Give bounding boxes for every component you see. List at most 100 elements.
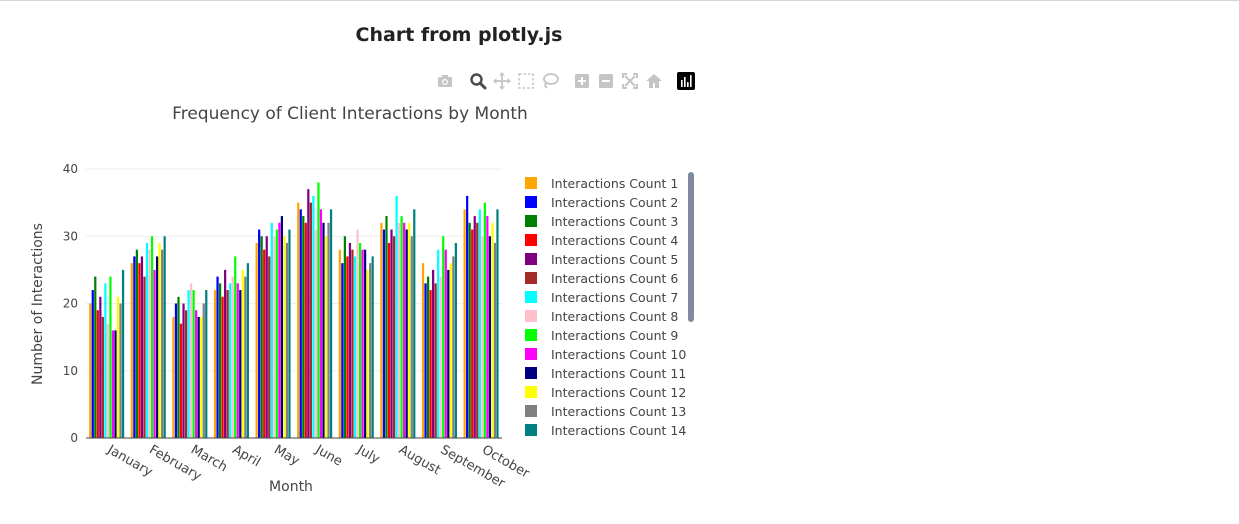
bar[interactable] xyxy=(488,236,492,438)
bar[interactable] xyxy=(140,256,144,438)
bar[interactable] xyxy=(121,269,125,439)
bar[interactable] xyxy=(101,316,104,438)
bar[interactable] xyxy=(405,229,408,438)
bar[interactable] xyxy=(260,236,263,438)
bar[interactable] xyxy=(481,236,484,438)
bar[interactable] xyxy=(449,263,452,438)
bar[interactable] xyxy=(471,229,474,438)
bar[interactable] xyxy=(184,310,188,438)
bar[interactable] xyxy=(244,276,247,438)
bar[interactable] xyxy=(200,316,203,438)
bar[interactable] xyxy=(380,222,383,438)
bar[interactable] xyxy=(408,222,411,438)
bar[interactable] xyxy=(104,283,107,438)
bar[interactable] xyxy=(148,249,151,438)
legend-item[interactable]: Interactions Count 3 xyxy=(525,214,678,229)
legend-item[interactable]: Interactions Count 13 xyxy=(525,404,686,419)
bar[interactable] xyxy=(297,202,300,439)
bar[interactable] xyxy=(172,316,175,438)
bar[interactable] xyxy=(307,189,310,438)
bar[interactable] xyxy=(221,296,224,438)
bar[interactable] xyxy=(202,303,205,439)
magnifier-icon[interactable] xyxy=(469,72,487,90)
lasso-icon[interactable] xyxy=(541,72,559,90)
bar[interactable] xyxy=(106,323,110,438)
bar[interactable] xyxy=(89,303,92,439)
bar[interactable] xyxy=(483,202,486,439)
bar[interactable] xyxy=(463,209,466,438)
bar[interactable] xyxy=(255,242,258,438)
bar[interactable] xyxy=(213,290,217,438)
bar[interactable] xyxy=(155,256,159,438)
legend-item[interactable]: Interactions Count 5 xyxy=(525,252,678,267)
bar[interactable] xyxy=(91,290,94,438)
bar[interactable] xyxy=(442,236,445,438)
bar[interactable] xyxy=(280,216,284,438)
bar[interactable] xyxy=(241,269,244,439)
bar[interactable] xyxy=(392,236,396,438)
legend-item[interactable]: Interactions Count 9 xyxy=(525,328,678,343)
bar[interactable] xyxy=(432,269,435,439)
bar[interactable] xyxy=(309,202,312,439)
bar[interactable] xyxy=(493,242,497,438)
box-select-icon[interactable] xyxy=(517,72,535,90)
bar[interactable] xyxy=(231,276,234,438)
bar[interactable] xyxy=(338,249,341,438)
bar[interactable] xyxy=(429,290,432,438)
bar[interactable] xyxy=(192,290,195,438)
bar[interactable] xyxy=(143,276,146,438)
bar[interactable] xyxy=(324,236,328,438)
legend-item[interactable]: Interactions Count 4 xyxy=(525,233,678,248)
bar[interactable] xyxy=(174,303,178,439)
bar[interactable] xyxy=(116,296,120,438)
pan-arrows-icon[interactable] xyxy=(493,72,511,90)
bar[interactable] xyxy=(363,249,367,438)
bar[interactable] xyxy=(195,310,198,438)
bar[interactable] xyxy=(403,222,406,438)
bar[interactable] xyxy=(444,249,447,438)
bar[interactable] xyxy=(224,269,227,439)
bar[interactable] xyxy=(119,303,122,439)
bar[interactable] xyxy=(358,242,362,438)
legend-item[interactable]: Interactions Count 6 xyxy=(525,271,678,286)
bar[interactable] xyxy=(468,222,471,438)
autoscale-icon[interactable] xyxy=(621,72,639,90)
bar[interactable] xyxy=(413,209,416,438)
bar[interactable] xyxy=(348,242,352,438)
bar[interactable] xyxy=(369,263,372,438)
plotly-logo-icon[interactable] xyxy=(677,72,695,90)
bar[interactable] xyxy=(133,256,136,438)
legend-item[interactable]: Interactions Count 1 xyxy=(525,176,678,191)
bar[interactable] xyxy=(447,269,450,439)
bar[interactable] xyxy=(312,195,315,438)
bar[interactable] xyxy=(94,276,97,438)
bar[interactable] xyxy=(205,290,208,438)
bar[interactable] xyxy=(161,249,164,438)
bar[interactable] xyxy=(454,242,457,438)
bar[interactable] xyxy=(114,330,117,438)
bar[interactable] xyxy=(278,222,281,438)
bar[interactable] xyxy=(400,216,403,438)
bar[interactable] xyxy=(163,236,166,438)
bar[interactable] xyxy=(385,216,388,438)
bar[interactable] xyxy=(361,249,364,438)
bar[interactable] xyxy=(346,256,349,438)
bar[interactable] xyxy=(96,310,99,438)
bar[interactable] xyxy=(246,263,249,438)
bar[interactable] xyxy=(395,195,398,438)
legend-item[interactable]: Interactions Count 7 xyxy=(525,290,678,305)
bar[interactable] xyxy=(476,222,479,438)
bar[interactable] xyxy=(371,256,374,438)
bar[interactable] xyxy=(421,263,425,438)
legend-item[interactable]: Interactions Count 8 xyxy=(525,309,678,324)
bar[interactable] xyxy=(424,283,427,438)
bar[interactable] xyxy=(285,242,289,438)
bar[interactable] xyxy=(268,256,271,438)
bar[interactable] xyxy=(426,276,430,438)
bar[interactable] xyxy=(187,290,190,438)
bar[interactable] xyxy=(275,229,278,438)
bar[interactable] xyxy=(327,222,330,438)
bar[interactable] xyxy=(190,283,193,438)
bar[interactable] xyxy=(239,290,242,438)
bar[interactable] xyxy=(145,242,149,438)
